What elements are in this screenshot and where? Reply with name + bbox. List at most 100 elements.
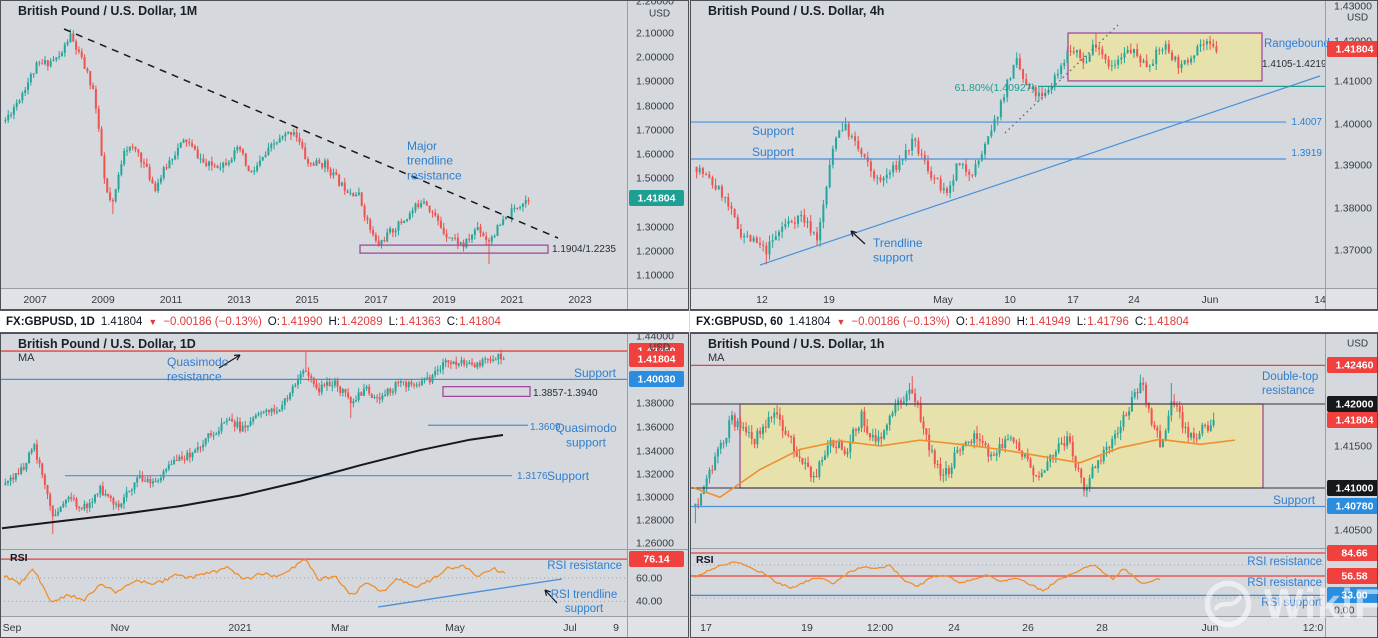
price-tag: 1.41804 [1327,41,1378,57]
price-tag: 1.40030 [629,371,684,387]
price-scale-tick: 40.00 [636,596,662,608]
price-scale-tick: 1.40500 [1334,525,1372,537]
dotted-projection-line[interactable] [1004,24,1119,134]
support-price-label-1[interactable]: 1.4007 [1291,117,1322,128]
gbpusd-1m-price-scale[interactable] [627,0,689,288]
price-scale-tick: 2.00000 [636,52,674,64]
time-axis-tick: 2007 [23,294,47,306]
time-axis-tick: 24 [948,622,960,634]
label: 76.14 [643,554,669,566]
time-axis-tick: 12:0 [1303,622,1324,634]
support-label[interactable]: Support [574,366,617,380]
time-axis-tick: 2017 [364,294,388,306]
price-scale-tick: 1.41000 [1334,76,1372,88]
quasimodo-resistance-label[interactable]: Quasimodo resistance [167,355,229,384]
gbpusd-1d-time-axis[interactable] [0,616,689,638]
time-axis-tick: Jul [563,622,576,634]
label: 1.41804 [1336,415,1374,427]
quasimodo-support-label[interactable]: Quasimodo support [555,421,617,450]
gbpusd-1m-time-axis[interactable] [0,288,689,310]
rsi-trendline-support[interactable] [377,578,563,608]
gbpusd-1h-panel: Double-top resistance Support RSI RSI resist… [690,333,1378,638]
rsi-resistance-label[interactable]: RSI resistance [547,560,622,572]
price-scale-tick: 2.10000 [636,28,674,40]
gbpusd-1m-panel: Major trendline resistance 1.1904/1.2235 2.1… [0,0,689,310]
gbpusd-1d-panel: Quasimodo resistance Support 1.3857-1.3940 1… [0,331,689,638]
price-scale-tick: 1.90000 [636,76,674,88]
status-bar-hourly[interactable]: FX:GBPUSD, 60 1.41804 ▼ −0.00186 (−0.13%… [690,310,1378,333]
ma-line [693,438,1236,499]
time-axis-tick: 19 [823,294,835,306]
time-axis-tick: May [445,622,466,634]
rsi-resistance-label-2[interactable]: RSI resistance [1247,577,1322,589]
time-axis-tick: 2009 [91,294,115,306]
zone-range-label[interactable]: 1.1904/1.2235 [552,244,616,255]
time-axis-tick: Mar [331,622,350,634]
chart-title-1h: British Pound / U.S. Dollar, 1h [708,337,885,351]
price-scale-tick: 1.60000 [636,149,674,161]
ohlc-close: C: 1.41804 [1134,315,1189,328]
major-trendline[interactable] [63,28,559,239]
time-axis-tick: 2013 [227,294,251,306]
price-scale-tick: 1.30000 [636,222,674,234]
rsi-line [693,561,1161,592]
rsi-trendline-support-label[interactable]: RSI trendline support [551,589,617,615]
label: 1.42460 [1336,360,1374,372]
gbpusd-1h-time-axis[interactable] [690,616,1378,638]
price-scale-tick: 1.50000 [636,173,674,185]
rsi-pane-label[interactable]: RSI [10,552,28,564]
trendline-support-label[interactable]: Trendline support [873,236,923,265]
time-axis-tick: 12:00 [867,622,893,634]
price-scale-tick: 1.28000 [636,515,674,527]
time-axis-tick: 17 [1067,294,1079,306]
demand-zone-box[interactable] [442,386,531,397]
support-label-1[interactable]: Support [752,124,795,138]
ma-line [1,434,504,530]
label: 1.41804 [1336,44,1374,56]
time-axis-tick: 10 [1004,294,1016,306]
annotation-arrow-icon [218,354,241,369]
gbpusd-4h-panel: Support Support Trendline support 61.80%(1.4… [690,0,1378,310]
gbpusd-1m-plot-area[interactable] [0,0,689,310]
rsi-resistance-label-1[interactable]: RSI resistance [1247,556,1322,568]
support-price-13176[interactable]: 1.3176 [517,471,548,482]
range-values-label[interactable]: 1.4105-1.4219 [1262,59,1327,70]
support-label-2[interactable]: Support [752,145,795,159]
gbpusd-4h-plot-area[interactable] [690,0,1378,310]
time-axis-tick: 2011 [160,294,183,306]
fib-level-label[interactable]: 61.80%(1.40927) [954,82,1035,94]
rsi-pane-label[interactable]: RSI [696,554,714,566]
price-tag: 1.42460 [1327,357,1378,373]
price-tag: 1.41000 [1327,480,1378,496]
support-price-label-2[interactable]: 1.3919 [1291,148,1322,159]
scale-unit-label: USD [1347,339,1368,350]
support-label[interactable]: Support [1273,493,1316,507]
time-axis-tick: 2023 [568,294,592,306]
rangebound-label[interactable]: Rangebound [1264,38,1330,50]
consolidation-zone-box[interactable] [359,244,549,254]
quasimodo-support-price[interactable]: 1.3609 [530,422,561,433]
zone-range-label[interactable]: 1.3857-1.3940 [533,388,598,399]
time-axis-tick: 2021 [228,622,252,634]
time-axis-tick: 2019 [432,294,456,306]
double-top-resistance-label[interactable]: Double-top resistance [1262,371,1318,397]
price-change: −0.00186 (−0.13%) [163,315,262,328]
gbpusd-1m-border [0,0,689,310]
ohlc-low: L: 1.41363 [388,315,441,328]
label: 1.40780 [1336,501,1374,513]
scale-unit-label: USD [649,9,670,20]
time-axis-tick: 19 [801,622,813,634]
major-trendline-resistance-label[interactable]: Major trendline resistance [407,139,462,182]
gbpusd-4h-time-axis[interactable] [690,288,1378,310]
price-scale-tick: 1.43000 [1334,1,1372,13]
support-label-13176[interactable]: Support [547,469,590,483]
status-bar-daily[interactable]: FX:GBPUSD, 1D 1.41804 ▼ −0.00186 (−0.13%… [0,310,689,333]
price-scale-tick: 1.20000 [636,246,674,258]
scale-unit-label: USD [649,343,670,354]
price-scale-tick: 1.70000 [636,125,674,137]
rangebound-box[interactable] [1067,32,1263,82]
time-axis-tick: 12 [756,294,768,306]
rsi-support-label[interactable]: RSI support [1261,597,1323,609]
last-price: 1.41804 [788,315,831,328]
